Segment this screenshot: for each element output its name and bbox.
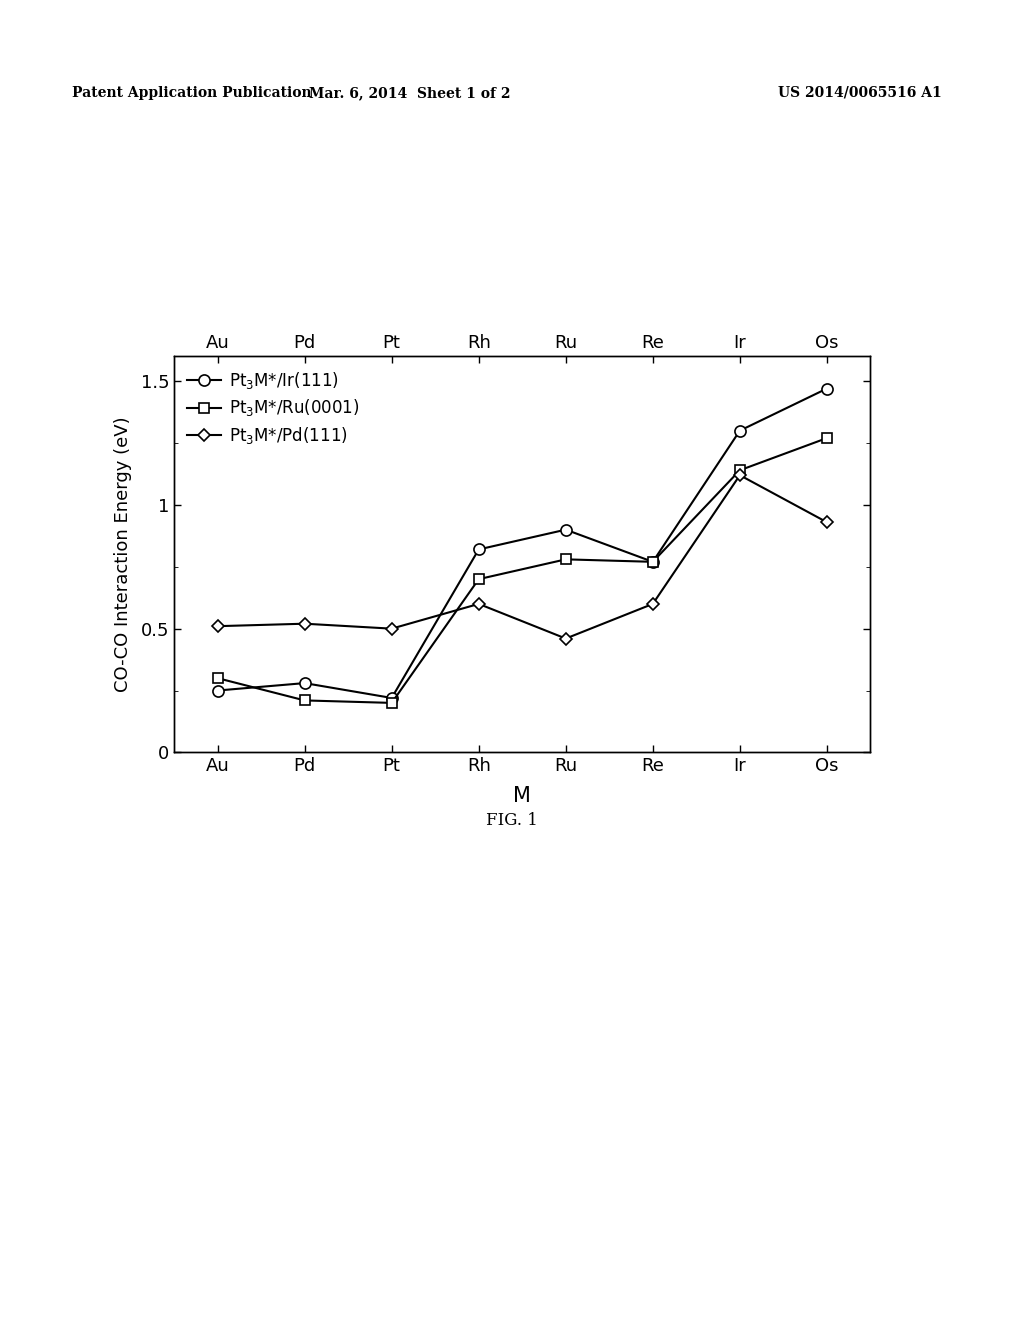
Pt$_3$M*/Pd(111) bbox=[559, 631, 571, 647]
Pt$_3$M*/Ru(0001) bbox=[821, 430, 834, 446]
Pt$_3$M*/Ir(111) bbox=[647, 554, 659, 570]
X-axis label: M: M bbox=[513, 787, 531, 807]
Line: Pt$_3$M*/Ru(0001): Pt$_3$M*/Ru(0001) bbox=[213, 433, 831, 708]
Pt$_3$M*/Pd(111) bbox=[299, 615, 311, 631]
Line: Pt$_3$M*/Ir(111): Pt$_3$M*/Ir(111) bbox=[212, 383, 833, 704]
Pt$_3$M*/Pd(111) bbox=[386, 620, 398, 636]
Pt$_3$M*/Pd(111) bbox=[821, 515, 834, 531]
Pt$_3$M*/Ru(0001) bbox=[386, 694, 398, 710]
Pt$_3$M*/Ir(111) bbox=[212, 682, 224, 698]
Pt$_3$M*/Ir(111) bbox=[473, 541, 485, 557]
Pt$_3$M*/Ir(111) bbox=[559, 521, 571, 537]
Pt$_3$M*/Ru(0001) bbox=[299, 693, 311, 709]
Pt$_3$M*/Ru(0001) bbox=[559, 552, 571, 568]
Text: FIG. 1: FIG. 1 bbox=[486, 812, 538, 829]
Pt$_3$M*/Pd(111) bbox=[473, 597, 485, 612]
Pt$_3$M*/Ir(111) bbox=[299, 675, 311, 690]
Pt$_3$M*/Ru(0001) bbox=[647, 554, 659, 570]
Y-axis label: CO-CO Interaction Energy (eV): CO-CO Interaction Energy (eV) bbox=[115, 417, 132, 692]
Pt$_3$M*/Ru(0001) bbox=[212, 671, 224, 686]
Pt$_3$M*/Pd(111) bbox=[647, 597, 659, 612]
Pt$_3$M*/Ir(111) bbox=[386, 690, 398, 706]
Pt$_3$M*/Pd(111) bbox=[733, 467, 745, 483]
Pt$_3$M*/Ir(111) bbox=[821, 380, 834, 396]
Legend: Pt$_3$M*/Ir(111), Pt$_3$M*/Ru(0001), Pt$_3$M*/Pd(111): Pt$_3$M*/Ir(111), Pt$_3$M*/Ru(0001), Pt$… bbox=[182, 364, 365, 451]
Line: Pt$_3$M*/Pd(111): Pt$_3$M*/Pd(111) bbox=[213, 471, 831, 643]
Text: Mar. 6, 2014  Sheet 1 of 2: Mar. 6, 2014 Sheet 1 of 2 bbox=[309, 86, 510, 100]
Pt$_3$M*/Ru(0001) bbox=[473, 572, 485, 587]
Pt$_3$M*/Ru(0001) bbox=[733, 462, 745, 478]
Pt$_3$M*/Pd(111) bbox=[212, 618, 224, 634]
Pt$_3$M*/Ir(111) bbox=[733, 422, 745, 438]
Text: Patent Application Publication: Patent Application Publication bbox=[72, 86, 311, 100]
Text: US 2014/0065516 A1: US 2014/0065516 A1 bbox=[778, 86, 942, 100]
